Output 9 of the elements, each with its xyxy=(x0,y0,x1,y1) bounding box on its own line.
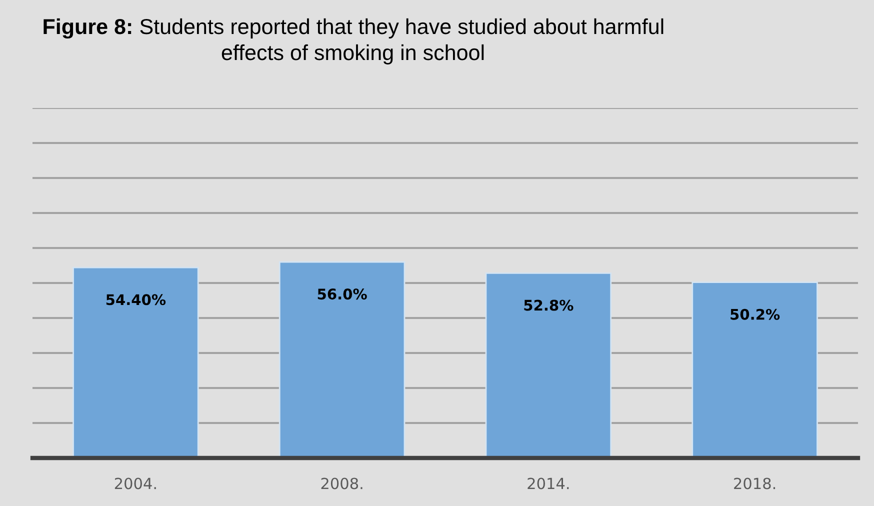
data-label: 50.2% xyxy=(730,308,780,320)
x-tick-label: 2004. xyxy=(114,478,156,490)
data-label: 56.0% xyxy=(318,288,367,300)
data-label: 54.40% xyxy=(106,294,166,306)
x-tick-label: 2018. xyxy=(734,478,776,490)
data-label: 52.8% xyxy=(524,300,574,311)
chart-title: Figure 8: Students reported that they have studied about harmful effects of smoking in school xyxy=(44,18,664,64)
x-tick-label: 2014. xyxy=(528,478,569,490)
x-tick-label: 2008. xyxy=(321,478,362,490)
